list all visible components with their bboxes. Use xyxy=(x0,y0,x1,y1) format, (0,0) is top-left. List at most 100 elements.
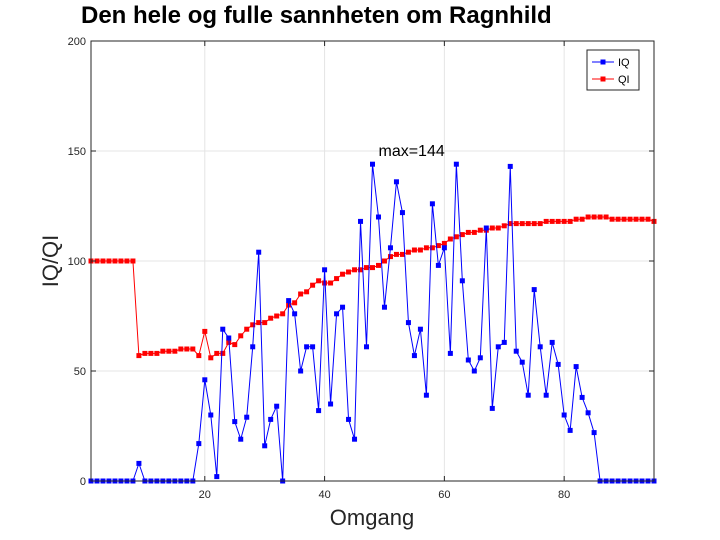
data-point-qi xyxy=(352,267,358,273)
data-point-qi xyxy=(106,258,112,264)
data-point-qi xyxy=(316,278,322,284)
data-point-qi xyxy=(292,300,298,306)
data-point-qi xyxy=(411,247,417,253)
data-point-iq xyxy=(202,377,208,383)
x-tick-label: 20 xyxy=(199,489,211,501)
data-point-iq xyxy=(399,210,405,216)
data-point-qi xyxy=(387,254,393,260)
legend-label-iq: IQ xyxy=(618,57,630,69)
data-point-qi xyxy=(453,234,459,240)
tick-labels: 20 40 60 80 0 50 100 150 200 xyxy=(68,36,571,501)
data-point-iq xyxy=(220,326,226,332)
data-point-qi xyxy=(567,218,573,224)
data-point-qi xyxy=(250,322,256,328)
data-point-qi xyxy=(501,223,507,229)
data-point-qi xyxy=(274,313,280,319)
data-point-iq xyxy=(561,412,567,418)
data-point-qi xyxy=(100,258,106,264)
data-point-qi xyxy=(112,258,118,264)
data-point-iq xyxy=(573,364,579,370)
legend: IQ QI xyxy=(586,49,640,91)
data-point-iq xyxy=(358,218,364,224)
data-point-qi xyxy=(423,245,429,251)
data-point-iq xyxy=(393,179,399,185)
data-point-iq xyxy=(286,298,292,304)
legend-marker-iq xyxy=(600,59,606,65)
data-point-iq xyxy=(435,262,441,268)
data-point-qi xyxy=(633,216,639,222)
series-layer xyxy=(88,161,657,484)
data-point-iq xyxy=(489,405,495,411)
grid xyxy=(91,40,654,482)
data-point-iq xyxy=(274,403,280,409)
data-point-qi xyxy=(214,350,220,356)
data-point-qi xyxy=(328,280,334,286)
data-point-iq xyxy=(322,267,328,273)
data-point-iq xyxy=(465,357,471,363)
data-point-qi xyxy=(543,218,549,224)
data-point-iq xyxy=(525,392,531,398)
data-point-iq xyxy=(483,225,489,231)
max-annotation: max=144 xyxy=(378,143,444,160)
data-point-qi xyxy=(256,320,262,326)
data-point-iq xyxy=(208,412,214,418)
data-point-iq xyxy=(453,161,459,167)
data-point-iq xyxy=(370,161,375,167)
data-point-iq xyxy=(543,392,549,398)
data-point-qi xyxy=(549,218,555,224)
data-point-iq xyxy=(375,214,381,220)
data-point-qi xyxy=(597,214,603,220)
data-point-qi xyxy=(417,247,423,253)
data-point-qi xyxy=(465,229,471,235)
data-point-qi xyxy=(579,216,585,222)
data-point-qi xyxy=(310,282,316,288)
data-point-qi xyxy=(477,227,483,233)
data-point-iq xyxy=(381,304,387,310)
data-point-qi xyxy=(142,350,148,356)
data-point-iq xyxy=(501,339,507,345)
data-point-qi xyxy=(507,221,513,227)
data-point-qi xyxy=(561,218,567,224)
data-point-iq xyxy=(310,344,316,350)
data-point-iq xyxy=(495,344,501,350)
data-point-qi xyxy=(603,214,609,220)
data-point-qi xyxy=(340,271,346,277)
data-point-qi xyxy=(621,216,627,222)
data-point-iq xyxy=(585,410,591,416)
data-point-iq xyxy=(567,427,573,433)
data-point-qi xyxy=(178,346,184,352)
data-point-iq xyxy=(513,348,519,354)
data-point-qi xyxy=(573,216,579,222)
data-point-qi xyxy=(531,221,537,227)
data-point-iq xyxy=(256,249,262,255)
y-tick-label: 50 xyxy=(74,366,86,378)
data-point-qi xyxy=(429,245,435,251)
data-point-qi xyxy=(232,342,238,348)
data-point-iq xyxy=(417,326,423,332)
data-point-iq xyxy=(423,392,429,398)
data-point-qi xyxy=(645,216,651,222)
data-point-qi xyxy=(447,236,453,242)
data-point-qi xyxy=(208,355,214,361)
data-point-iq xyxy=(334,311,340,317)
data-point-iq xyxy=(411,353,417,359)
data-point-qi xyxy=(489,225,495,231)
data-point-qi xyxy=(118,258,124,264)
data-point-iq xyxy=(579,394,585,400)
data-point-qi xyxy=(196,353,202,359)
data-point-qi xyxy=(160,348,166,354)
data-point-qi xyxy=(190,346,196,352)
series-iq xyxy=(88,161,657,484)
data-point-qi xyxy=(525,221,531,227)
data-point-qi xyxy=(172,348,178,354)
data-point-qi xyxy=(358,267,364,273)
data-point-qi xyxy=(166,348,172,354)
data-point-iq xyxy=(429,201,435,207)
data-point-qi xyxy=(262,320,268,326)
data-point-iq xyxy=(232,419,238,425)
data-point-qi xyxy=(346,269,352,275)
data-point-qi xyxy=(459,232,465,238)
data-point-qi xyxy=(591,214,597,220)
data-point-iq xyxy=(214,474,220,480)
